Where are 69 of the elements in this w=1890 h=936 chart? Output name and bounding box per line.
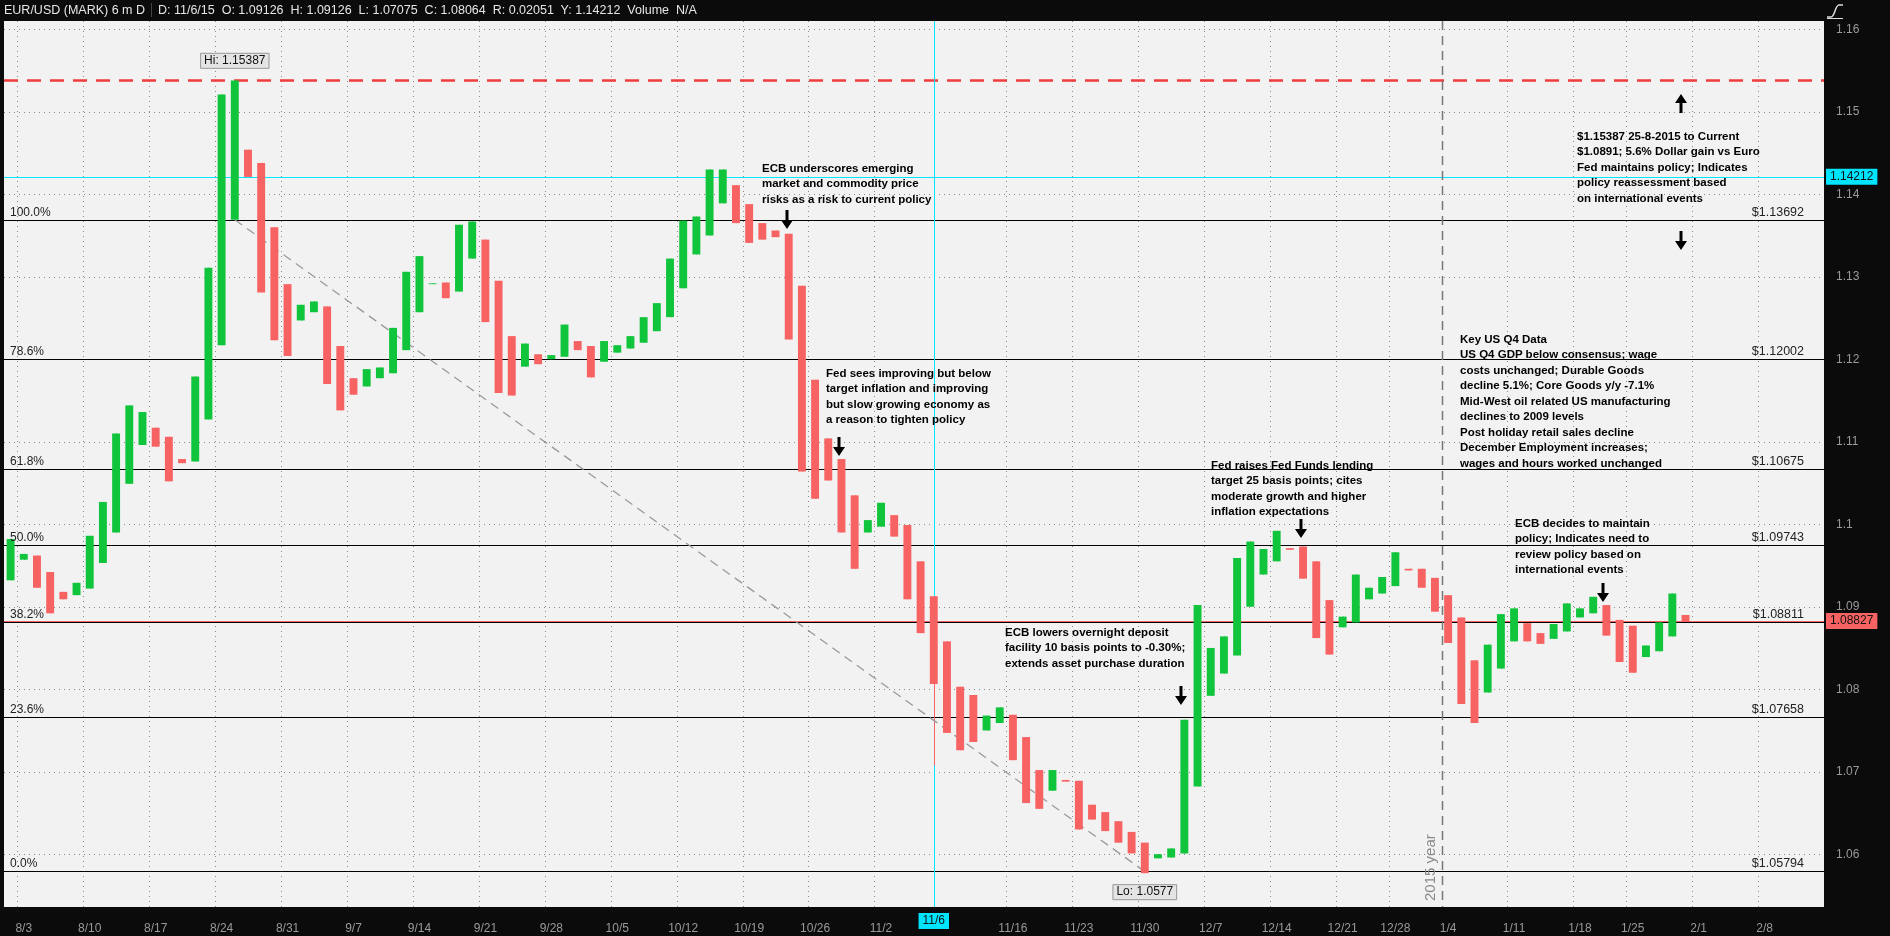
x-tick-label: 12/7	[1199, 920, 1223, 935]
x-tick-label: 10/5	[605, 920, 630, 935]
ref-line-label: $1.10675	[1751, 453, 1805, 468]
x-tick-label: 11/30	[1130, 920, 1160, 935]
y-tick-label: 1.1	[1836, 516, 1854, 531]
x-tick-label: 8/3	[15, 920, 33, 935]
annotation: 23.6%	[10, 702, 45, 717]
ref-line-label: $1.12002	[1751, 344, 1805, 359]
chart-title: EUR/USD (MARK) 6 m D	[4, 3, 152, 17]
annotation: Hi: 1.15387	[204, 53, 266, 68]
ref-line-label: 1.08827	[1830, 613, 1874, 628]
x-tick-label: 10/26	[800, 920, 831, 935]
x-tick-label: 11/16	[998, 920, 1028, 935]
x-tick-label: 9/21	[473, 920, 498, 935]
y-tick-label: 1.15	[1836, 104, 1860, 119]
annotation: ECB underscores emerging market and commodity price risks as a risk to current policy	[762, 161, 932, 205]
annotation: 100.0%	[10, 204, 52, 219]
ref-line-label: 1.14212	[1830, 169, 1874, 184]
ref-line-label: $1.08811	[1752, 607, 1805, 622]
x-tick-label: 8/31	[275, 920, 300, 935]
y-tick-label: 1.14	[1836, 186, 1860, 201]
x-tick-label: 11/23	[1064, 920, 1094, 935]
annotation: Fed raises Fed Funds lending target 25 basis points; cites moderate growth and higher inflation expectations	[1211, 458, 1374, 518]
x-tick-label: 10/12	[668, 920, 699, 935]
x-tick-label: 1/25	[1621, 920, 1645, 935]
annotation: 0.0%	[10, 856, 38, 871]
annotation: 38.2%	[10, 607, 45, 622]
y-tick-label: 1.12	[1836, 351, 1860, 366]
candlestick	[1048, 769, 1057, 792]
y-tick-label: 1.06	[1836, 846, 1860, 861]
candlestick	[600, 340, 609, 363]
annotation: ECB lowers overnight deposit facility 10 basis points to -0.30%; extends asset purchase duration	[1005, 625, 1186, 669]
x-tick-label: 11/2	[869, 920, 893, 935]
x-tick-label: 1/4	[1439, 920, 1457, 935]
annotation: 78.6%	[10, 344, 45, 359]
candlestick	[890, 514, 899, 538]
y-tick-label: 1.16	[1836, 21, 1860, 36]
x-tick-label: 11/6	[922, 913, 946, 928]
annotation: $1.15387 25-8-2015 to Current $1.0891; 5.6% Dollar gain vs Euro Fed maintains policy; Indicates policy reassessment based on international events	[1577, 129, 1760, 204]
annotation: 50.0%	[10, 530, 45, 545]
x-tick-label: 2/1	[1690, 920, 1708, 935]
annotation: ECB decides to maintain policy; Indicates need to review policy based on international events	[1515, 516, 1650, 576]
ref-line-label: $1.09743	[1751, 530, 1805, 545]
annotation: Lo: 1.0577	[1116, 884, 1174, 899]
x-tick-label: 2/8	[1756, 920, 1774, 935]
chart-subtitle: D: 11/6/15 O: 1.09126 H: 1.09126 L: 1.07075 C: 1.08064 R: 0.02051 Y: 1.14212 Volume N/A	[157, 3, 697, 17]
y-tick-label: 1.13	[1836, 269, 1860, 284]
candlestick	[1114, 820, 1123, 844]
ref-line-label: $1.07658	[1751, 702, 1805, 717]
x-tick-label: 1/18	[1568, 920, 1593, 935]
ref-line-label: $1.13692	[1751, 204, 1805, 219]
x-tick-label: 12/14	[1261, 920, 1293, 935]
ref-line-label: 2015 year	[1421, 834, 1439, 901]
x-tick-label: 9/7	[345, 920, 363, 935]
y-tick-label: 1.09	[1836, 599, 1860, 614]
x-tick-label: 10/19	[734, 920, 765, 935]
ref-line-label: $1.05794	[1751, 856, 1805, 871]
x-tick-label: 12/28	[1380, 920, 1411, 935]
x-tick-label: 8/24	[209, 920, 234, 935]
x-tick-label: 8/17	[143, 920, 168, 935]
y-tick-label: 1.08	[1836, 681, 1860, 696]
x-tick-label: 1/11	[1502, 920, 1526, 935]
x-tick-label: 8/10	[78, 920, 102, 935]
y-tick-label: 1.07	[1836, 764, 1860, 779]
x-tick-label: 12/21	[1327, 920, 1358, 935]
x-tick-label: 9/28	[539, 920, 564, 935]
x-tick-label: 9/14	[407, 920, 432, 935]
annotation: 61.8%	[10, 453, 45, 468]
y-tick-label: 1.11	[1836, 434, 1859, 449]
